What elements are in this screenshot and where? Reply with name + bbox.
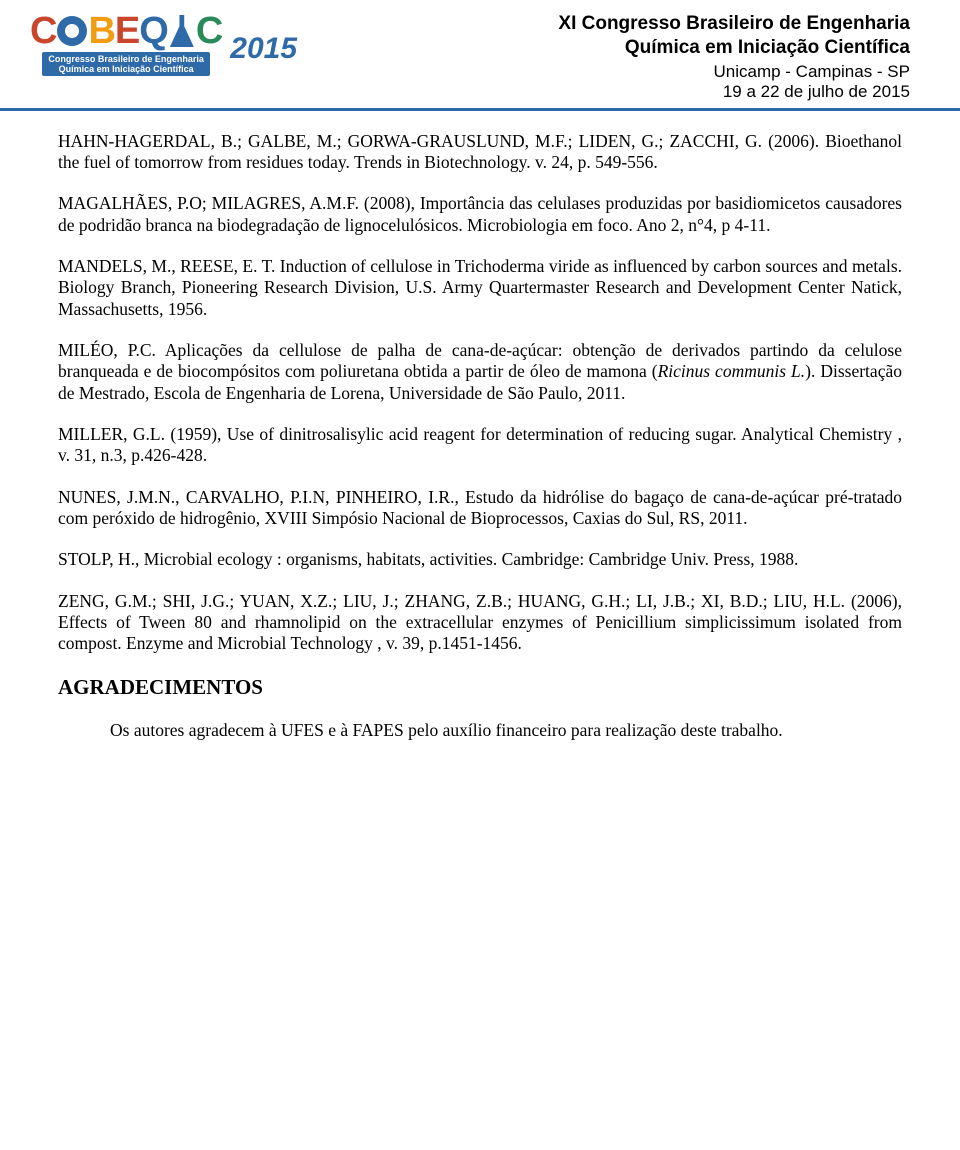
logo-letter-c: C xyxy=(30,12,56,50)
logo-letter-b: B xyxy=(88,12,114,50)
reference-item: MILLER, G.L. (1959), Use of dinitrosalis… xyxy=(58,424,902,467)
page-content: HAHN-HAGERDAL, B.; GALBE, M.; GORWA-GRAU… xyxy=(0,111,960,742)
logo-letter-c2: C xyxy=(196,12,222,50)
logo-acronym: C B E Q C xyxy=(30,12,222,50)
reference-item: STOLP, H., Microbial ecology : organisms… xyxy=(58,549,902,570)
logo-letter-q: Q xyxy=(139,12,168,50)
reference-item: NUNES, J.M.N., CARVALHO, P.I.N, PINHEIRO… xyxy=(58,487,902,530)
logo-subtitle-line1: Congresso Brasileiro de Engenharia xyxy=(48,54,204,64)
gear-icon xyxy=(57,16,87,46)
reference-item: ZENG, G.M.; SHI, J.G.; YUAN, X.Z.; LIU, … xyxy=(58,591,902,655)
logo-letter-e: E xyxy=(115,12,139,50)
acknowledgments-heading: AGRADECIMENTOS xyxy=(58,675,902,701)
flask-icon xyxy=(170,15,194,47)
acknowledgments-text: Os autores agradecem à UFES e à FAPES pe… xyxy=(58,720,902,741)
conference-title-line1: XI Congresso Brasileiro de Engenharia xyxy=(558,12,910,36)
italic-species: Ricinus communis L. xyxy=(658,361,806,381)
reference-item: MILÉO, P.C. Aplicações da cellulose de p… xyxy=(58,340,902,404)
logo-subtitle: Congresso Brasileiro de Engenharia Quími… xyxy=(42,52,210,76)
conference-location: Unicamp - Campinas - SP xyxy=(558,62,910,82)
conference-date: 19 a 22 de julho de 2015 xyxy=(558,82,910,102)
logo-year: 2015 xyxy=(230,32,297,66)
reference-item: MAGALHÃES, P.O; MILAGRES, A.M.F. (2008),… xyxy=(58,193,902,236)
reference-item: MANDELS, M., REESE, E. T. Induction of c… xyxy=(58,256,902,320)
page-header: C B E Q C Congresso Brasileiro de Engenh… xyxy=(0,0,960,111)
header-right: XI Congresso Brasileiro de Engenharia Qu… xyxy=(558,12,910,102)
reference-item: HAHN-HAGERDAL, B.; GALBE, M.; GORWA-GRAU… xyxy=(58,131,902,174)
conference-title-line2: Química em Iniciação Científica xyxy=(558,36,910,60)
logo-subtitle-line2: Química em Iniciação Científica xyxy=(48,64,204,74)
logo-block: C B E Q C Congresso Brasileiro de Engenh… xyxy=(30,12,297,76)
logo-main: C B E Q C Congresso Brasileiro de Engenh… xyxy=(30,12,222,76)
